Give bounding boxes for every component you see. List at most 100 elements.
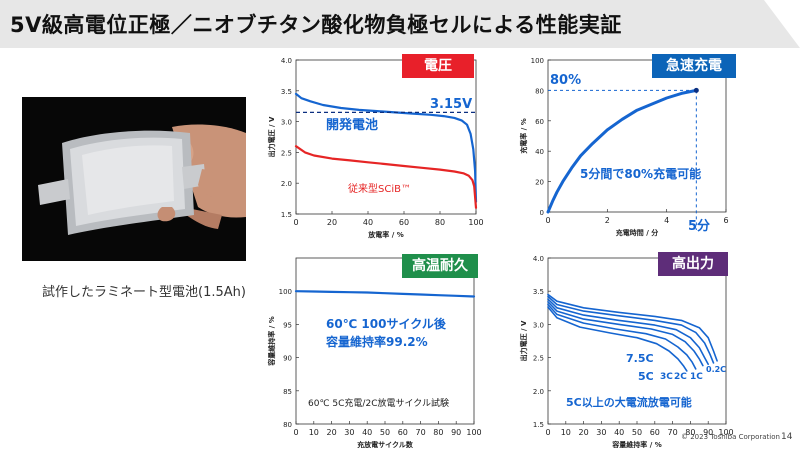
fast_charge-y-tick-label: 20: [535, 179, 544, 187]
battery-photo: [22, 97, 246, 261]
voltage-plot-frame: [295, 59, 477, 215]
high_temp-x-tick-label: 40: [362, 428, 372, 437]
power-series-label-3: 3C: [660, 372, 673, 382]
page-title: 5V級高電位正極／ニオブチタン酸化物負極セルによる性能実証: [10, 13, 622, 37]
title-corner: [764, 0, 800, 48]
high_power-x-tick-label: 70: [668, 428, 678, 437]
fast_charge-y-axis-title: 充電率 / %: [519, 118, 528, 153]
high_power-x-tick-label: 30: [596, 428, 606, 437]
high_temp-y-tick-label: 85: [283, 388, 292, 396]
title-bar: 5V級高電位正極／ニオブチタン酸化物負極セルによる性能実証: [0, 0, 800, 48]
voltage-label-badge: 電圧: [402, 54, 474, 78]
voltage-series-line-0: [294, 92, 478, 203]
voltage-y-axis-title: 出力電圧 / V: [267, 116, 276, 157]
high_power-y-tick-label: 2.0: [533, 388, 544, 396]
chart-high-power: 0 10 20 30 40 50 60 70 80 90 100 1.5 2.0 2.5 3.0 3.5 4.0…: [510, 248, 754, 448]
high_temp-x-tick-label: 100: [466, 428, 481, 437]
fast-charge-annotation: 5分間で80%充電可能: [580, 166, 701, 181]
fast_charge-y-tick-label: 60: [535, 118, 544, 126]
high-temp-label-badge: 高温耐久: [402, 254, 478, 278]
high_temp-y-tick-label: 80: [283, 421, 292, 429]
voltage-x-tick-label: 40: [363, 218, 373, 227]
chart-fast-charge: 0 2 4 6 0 20 40 60 80 100 充電時間 / 分充電率 / % 80% 5分 5分間で…: [510, 48, 754, 253]
power-series-label-4: 5C: [638, 370, 654, 383]
fast_charge-x-tick-label: 0: [545, 216, 550, 225]
fast-charge-label-badge: 急速充電: [652, 54, 736, 78]
high_power-y-tick-label: 3.0: [533, 321, 544, 329]
high_power-x-tick-label: 80: [685, 428, 695, 437]
high_temp-x-tick-label: 80: [433, 428, 443, 437]
high_power-x-tick-label: 40: [614, 428, 624, 437]
high_power-y-axis-title: 出力電圧 / V: [519, 320, 528, 361]
high_temp-x-tick-label: 20: [327, 428, 337, 437]
high_power-x-tick-label: 90: [703, 428, 713, 437]
voltage-x-tick-label: 20: [327, 218, 337, 227]
voltage-x-axis-title: 放電率 / %: [367, 230, 403, 239]
high-power-label-badge: 高出力: [658, 252, 728, 276]
high_temp-x-tick-label: 90: [451, 428, 461, 437]
high_temp-x-tick-label: 10: [309, 428, 319, 437]
high_temp-x-tick-label: 0: [293, 428, 298, 437]
voltage-y-tick-label: 3.0: [281, 119, 292, 127]
fast_charge-x-axis-title: 充電時間 / 分: [616, 228, 658, 237]
high_power-x-tick-label: 60: [650, 428, 660, 437]
footer-page-number: 14: [781, 432, 793, 442]
voltage-y-tick-label: 4.0: [281, 57, 292, 65]
fast_charge-x-tick-label: 6: [723, 216, 728, 225]
high_power-y-tick-label: 3.5: [533, 288, 544, 296]
voltage-reference-label: 3.15V: [430, 97, 472, 112]
voltage-series-line-1: [294, 145, 478, 209]
voltage-y-tick-label: 3.5: [281, 88, 292, 96]
fast-percent-annotation: 80%: [550, 73, 581, 88]
chart-power-svg: 0 10 20 30 40 50 60 70 80 90 100 1.5 2.0 2.5 3.0 3.5 4.0…: [519, 255, 734, 448]
high_temp-x-tick-label: 30: [344, 428, 354, 437]
high_power-y-tick-label: 2.5: [533, 355, 544, 363]
high_power-x-tick-label: 0: [545, 428, 550, 437]
fast-time-annotation: 5分: [688, 218, 710, 234]
high_power-x-tick-label: 100: [718, 428, 733, 437]
fast_charge-y-tick-label: 0: [540, 209, 544, 217]
fast_charge-plot-frame: [547, 59, 727, 213]
high_power-series-line-0: [547, 293, 718, 362]
high_power-series-line-3: [547, 300, 704, 367]
high_power-x-axis-title: 容量維持率 / %: [611, 440, 661, 448]
high_temp-x-tick-label: 50: [380, 428, 390, 437]
fast_charge-x-tick-label: 4: [664, 216, 669, 225]
voltage-x-tick-label: 0: [293, 218, 298, 227]
high_temp-x-axis-title: 充放電サイクル数: [357, 440, 414, 448]
power-annotation: 5C以上の大電流放電可能: [566, 395, 692, 409]
high_temp-y-tick-label: 100: [279, 288, 292, 296]
high_power-x-tick-label: 20: [579, 428, 589, 437]
high_temp-y-tick-label: 90: [283, 355, 292, 363]
temp-annotation-line1: 60℃ 100サイクル後: [326, 316, 447, 331]
temp-annotation-line2: 容量維持率99.2%: [325, 334, 428, 349]
voltage-x-tick-label: 80: [435, 218, 445, 227]
footer-copyright: © 2023 Toshiba Corporation: [681, 433, 780, 441]
temp-test-condition-note: 60℃ 5C充電/2C放電サイクル試験: [308, 397, 449, 409]
chart-high-temp: 0 10 20 30 40 50 60 70 80 90 100 80 85 90 95 100 充放電サイクル…: [256, 248, 498, 448]
high_temp-x-tick-label: 70: [416, 428, 426, 437]
high_temp-y-axis-title: 容量維持率 / %: [267, 316, 276, 366]
chart-temp-svg: 0 10 20 30 40 50 60 70 80 90 100 80 85 90 95 100 充放電サイクル…: [267, 257, 482, 448]
high_power-x-tick-label: 50: [632, 428, 642, 437]
chart-voltage-svg: 0 20 40 60 80 100 1.5 2.0 2.5 3.0 3.5 4.0 放電率 / % 出力電…: [267, 57, 484, 239]
voltage-x-tick-label: 100: [468, 218, 483, 227]
high_power-y-tick-label: 1.5: [533, 421, 544, 429]
fast-end-point: [693, 87, 699, 93]
developed-battery-label: 開発電池: [326, 117, 378, 133]
voltage-x-tick-label: 60: [399, 218, 409, 227]
fast_charge-series-line-0: [546, 88, 698, 214]
high_power-x-tick-label: 10: [561, 428, 571, 437]
high_temp-series-line-0: [294, 290, 476, 298]
chart-voltage: 0 20 40 60 80 100 1.5 2.0 2.5 3.0 3.5 4.0 放電率 / % 出力電…: [256, 48, 498, 253]
fast_charge-y-tick-label: 40: [535, 148, 544, 156]
high_power-series-line-4: [547, 303, 697, 370]
voltage-y-tick-label: 2.0: [281, 180, 292, 188]
fast_charge-y-tick-label: 100: [531, 57, 544, 65]
power-series-label-2: 2C: [674, 372, 687, 382]
conventional-battery-label: 従来型SCiB™: [348, 182, 411, 195]
high_power-y-tick-label: 4.0: [533, 255, 544, 263]
high_power-series-line-1: [547, 295, 715, 364]
fast_charge-x-tick-label: 2: [605, 216, 610, 225]
